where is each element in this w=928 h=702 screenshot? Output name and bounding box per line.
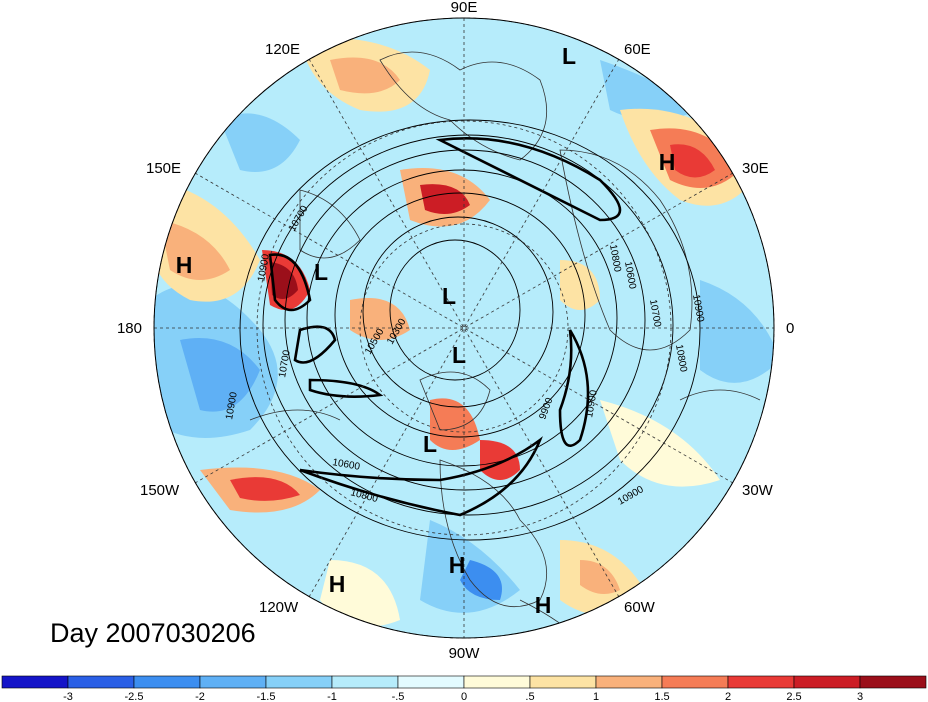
colorbar-swatch [1,675,69,689]
colorbar-tick-label: .5 [525,691,534,702]
contour-label: 10600 [622,261,638,291]
contour-value-labels: 10900 10700 10600 10700 10900 10800 1090… [224,204,706,508]
low-label: L [423,431,437,457]
colorbar-swatch [265,675,333,689]
colorbar: -3 -2.5 -2 -1.5 -1 -.5 0 .5 1 1.5 2 2.5 3 [1,675,927,702]
lon-label-90e: 90E [451,0,478,16]
contour-label: 10800 [607,244,623,274]
colorbar-tick-label: 1.5 [654,691,669,702]
contour-label: 10900 [256,253,272,283]
lon-label-30w: 30W [742,482,774,499]
colorbar-tick-label: -.5 [392,691,405,702]
contour-label: 10600 [331,457,361,473]
contour-label: 10700 [647,299,663,329]
height-contours [239,119,701,541]
colorbar-tick-label: 1 [593,691,599,702]
lon-label-150e: 150E [146,160,181,177]
lon-label-180: 180 [117,320,142,337]
contour-label: 10900 [690,294,706,324]
high-label: H [329,571,346,597]
high-label: H [535,592,552,618]
contour-label: 10900 [224,391,240,421]
lon-label-60w: 60W [624,599,656,616]
high-label: H [449,552,466,578]
lon-label-90w: 90W [449,645,481,662]
colorbar-tick-label: -2.5 [125,691,144,702]
contour-label: 10700 [277,349,293,379]
colorbar-tick-label: 3 [857,691,863,702]
colorbar-swatch [793,675,861,689]
lon-label-30e: 30E [742,160,769,177]
colorbar-swatch [67,675,135,689]
low-label: L [452,342,466,368]
colorbar-tick-label: 2 [725,691,731,702]
high-label: H [176,252,193,278]
lon-label-120e: 120E [265,41,300,58]
colorbar-tick-label: -2 [195,691,205,702]
lon-label-0: 0 [786,320,794,337]
colorbar-tick-label: 2.5 [786,691,801,702]
low-label: L [442,283,456,309]
colorbar-swatch [529,675,597,689]
high-label: H [659,149,676,175]
colorbar-swatch [133,675,201,689]
low-label: L [562,43,576,69]
colorbar-swatch [661,675,729,689]
lon-label-150w: 150W [140,482,180,499]
colorbar-tick-label: 0 [461,691,467,702]
colorbar-swatch [397,675,465,689]
coastlines [249,51,761,638]
colorbar-swatch [859,675,927,689]
colorbar-swatch [595,675,663,689]
low-label: L [314,259,328,285]
day-label: Day 2007030206 [50,618,256,648]
contour-label: 10900 [584,389,600,419]
colorbar-swatch [331,675,399,689]
contour-label: 10800 [673,344,689,374]
colorbar-tick-label: -1.5 [257,691,276,702]
colorbar-swatch [727,675,795,689]
colorbar-swatch [199,675,267,689]
lon-label-60e: 60E [624,41,651,58]
colorbar-tick-label: -1 [327,691,337,702]
colorbar-swatch [463,675,531,689]
lon-label-120w: 120W [259,599,299,616]
jet-isotachs [268,137,622,517]
colorbar-tick-label: -3 [63,691,73,702]
